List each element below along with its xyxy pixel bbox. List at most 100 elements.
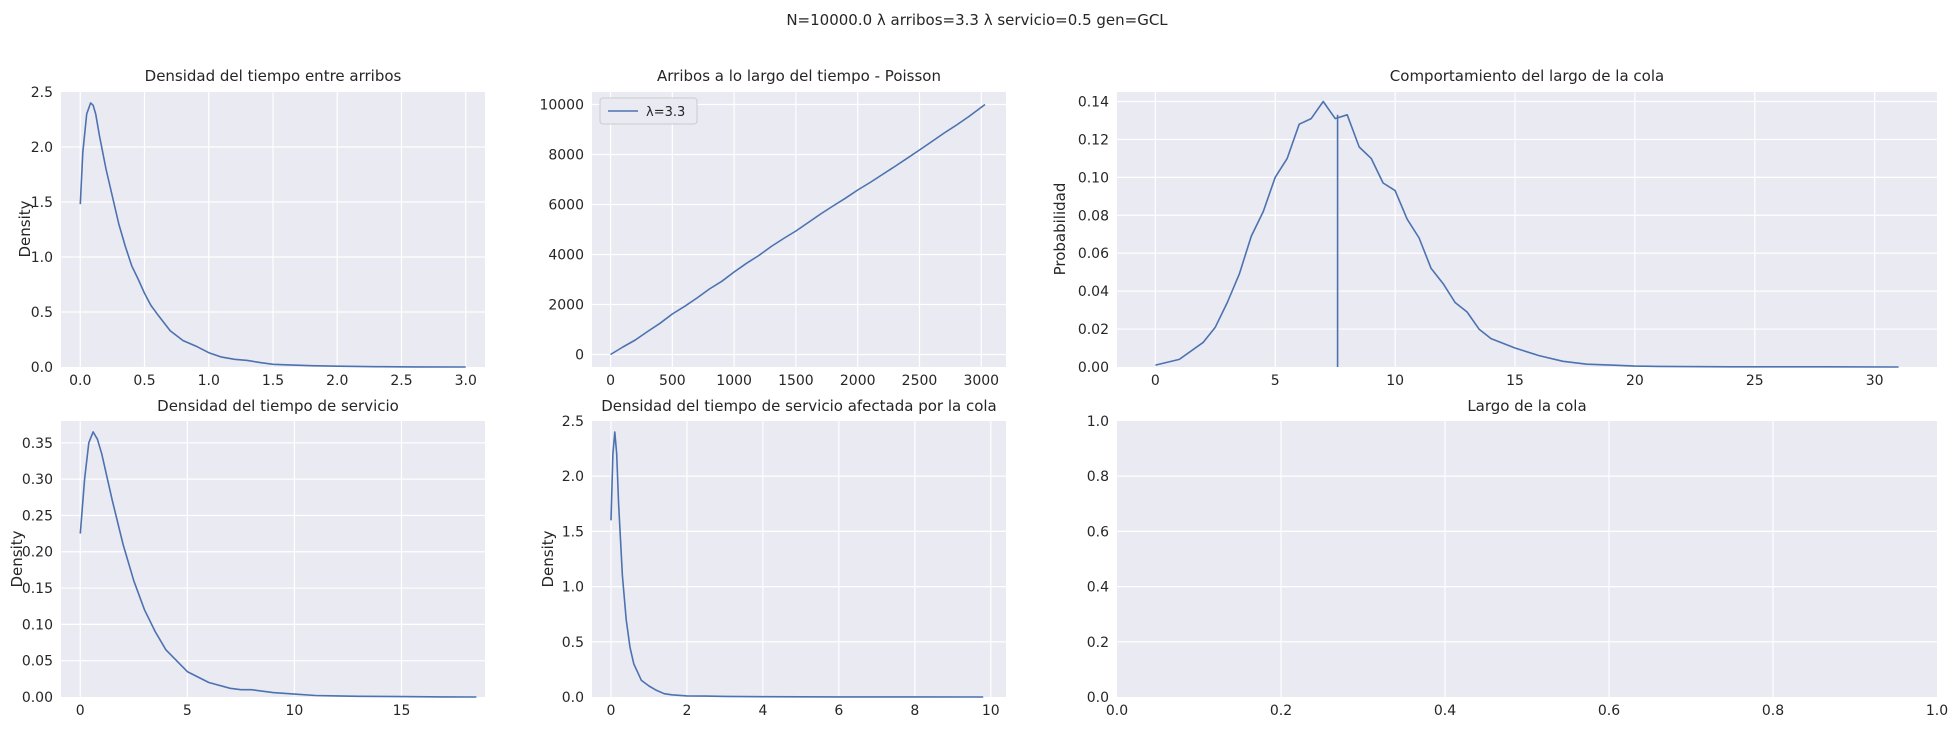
panel-queue-length-empty: 0.0 0.2 0.4 0.6 0.8 1.0 0.0 0.2 0.4 0.6 0.8 1.0 Lar…: [1087, 397, 1948, 719]
series-line: [1155, 100, 1899, 368]
x-tick-label: 4: [758, 703, 767, 719]
x-tick-label: 1000: [716, 373, 752, 389]
x-tick-label: 0.4: [1434, 703, 1456, 719]
x-tick-label: 2500: [902, 373, 938, 389]
series-line: [79, 431, 477, 698]
legend: λ=3.3: [599, 97, 698, 125]
x-tick-label: 5: [1271, 373, 1280, 389]
y-tick-label: 0.20: [22, 545, 53, 561]
x-tick-label: 0.5: [133, 373, 155, 389]
x-tick-label: 1500: [778, 373, 814, 389]
y-tick-label: 0.6: [1087, 524, 1109, 540]
x-tick-label: 2000: [840, 373, 876, 389]
series-line: [79, 102, 466, 368]
x-tick-label: 10: [982, 703, 1000, 719]
x-tick-label: 8: [910, 703, 919, 719]
x-tick-label: 10: [1386, 373, 1404, 389]
plot-area: [61, 421, 485, 697]
y-tick-label: 4000: [548, 248, 584, 264]
x-tick-label: 2: [682, 703, 691, 719]
y-tick-label: 0.02: [1078, 322, 1109, 338]
x-tick-label: 0.0: [1106, 703, 1128, 719]
plot-area: [1117, 92, 1937, 367]
y-tick-label: 10000: [539, 98, 584, 114]
figure-suptitle: N=10000.0 λ arribos=3.3 λ servicio=0.5 g…: [786, 11, 1168, 29]
y-tick-label: 1.5: [562, 524, 584, 540]
y-tick-label: 0.12: [1078, 132, 1109, 148]
x-tick-label: 20: [1626, 373, 1644, 389]
panel-service-density: 0 5 10 15 0.00 0.05 0.10 0.15 0.20 0.25 0.30 0.35 D…: [8, 397, 485, 719]
y-tick-label: 0.10: [22, 617, 53, 633]
y-tick-label: 0.25: [22, 508, 53, 524]
panel-title: Comportamiento del largo de la cola: [1390, 67, 1664, 85]
y-tick-label: 1.0: [1087, 414, 1109, 430]
y-axis-label: Density: [8, 530, 26, 587]
y-tick-label: 2000: [548, 298, 584, 314]
x-tick-label: 3.0: [455, 373, 477, 389]
x-tick-label: 0: [1151, 373, 1160, 389]
x-tick-label: 3000: [963, 373, 999, 389]
y-tick-label: 0.2: [1087, 635, 1109, 651]
y-tick-label: 0.0: [1087, 690, 1109, 706]
y-axis-label: Probabilidad: [1051, 183, 1069, 276]
y-tick-label: 1.0: [562, 580, 584, 596]
y-tick-label: 1.5: [31, 195, 53, 211]
y-tick-label: 0.5: [562, 635, 584, 651]
y-tick-label: 0.00: [22, 690, 53, 706]
y-tick-label: 0.00: [1078, 360, 1109, 376]
y-tick-label: 0.0: [562, 690, 584, 706]
x-tick-label: 0: [607, 703, 616, 719]
x-tick-label: 15: [393, 703, 411, 719]
panel-title: Densidad del tiempo de servicio: [157, 397, 399, 415]
x-tick-label: 0: [606, 373, 615, 389]
series-line: [610, 103, 986, 356]
y-tick-label: 0.5: [31, 305, 53, 321]
panel-arrivals-over-time: 0 500 1000 1500 2000 2500 3000 0 2000 4000 6000 800…: [539, 67, 1006, 389]
panel-title: Densidad del tiempo de servicio afectada…: [601, 397, 997, 415]
y-tick-label: 0.04: [1078, 284, 1109, 300]
y-tick-label: 0.30: [22, 472, 53, 488]
y-tick-label: 0.0: [31, 360, 53, 376]
x-tick-label: 6: [834, 703, 843, 719]
y-tick-label: 0.10: [1078, 170, 1109, 186]
x-tick-label: 0.8: [1762, 703, 1784, 719]
y-tick-label: 2.5: [562, 414, 584, 430]
y-tick-label: 0: [575, 348, 584, 364]
panel-title: Arribos a lo largo del tiempo - Poisson: [657, 67, 941, 85]
y-tick-label: 6000: [548, 198, 584, 214]
x-tick-label: 2.5: [390, 373, 412, 389]
x-tick-label: 0: [76, 703, 85, 719]
y-tick-label: 0.8: [1087, 469, 1109, 485]
y-tick-label: 0.05: [22, 654, 53, 670]
series-line: [610, 431, 984, 698]
x-tick-label: 2.0: [326, 373, 348, 389]
plot-area: [1117, 421, 1937, 697]
y-tick-label: 1.0: [31, 250, 53, 266]
y-tick-label: 0.35: [22, 436, 53, 452]
plot-area: [592, 421, 1006, 697]
panel-title: Largo de la cola: [1467, 397, 1586, 415]
y-tick-label: 2.0: [562, 469, 584, 485]
panel-service-density-queue: 0 2 4 6 8 10 0.0 0.5 1.0 1.5 2.0 2.5 Densidad del t…: [539, 397, 1006, 719]
legend-label: λ=3.3: [646, 105, 685, 120]
x-tick-label: 0.6: [1598, 703, 1620, 719]
y-tick-label: 2.5: [31, 85, 53, 101]
y-tick-label: 0.14: [1078, 94, 1109, 110]
x-tick-label: 30: [1866, 373, 1884, 389]
x-tick-label: 1.0: [198, 373, 220, 389]
panel-title: Densidad del tiempo entre arribos: [145, 67, 402, 85]
y-tick-label: 0.4: [1087, 580, 1109, 596]
x-tick-label: 500: [659, 373, 686, 389]
y-axis-label: Density: [16, 200, 34, 257]
x-tick-label: 10: [286, 703, 304, 719]
x-tick-label: 25: [1746, 373, 1764, 389]
y-tick-label: 0.15: [22, 581, 53, 597]
x-tick-label: 0.0: [69, 373, 91, 389]
x-tick-label: 5: [183, 703, 192, 719]
x-tick-label: 1.0: [1926, 703, 1948, 719]
x-tick-label: 1.5: [262, 373, 284, 389]
y-axis-label: Density: [539, 530, 557, 587]
y-tick-label: 0.08: [1078, 208, 1109, 224]
y-tick-label: 8000: [548, 148, 584, 164]
y-tick-label: 2.0: [31, 140, 53, 156]
